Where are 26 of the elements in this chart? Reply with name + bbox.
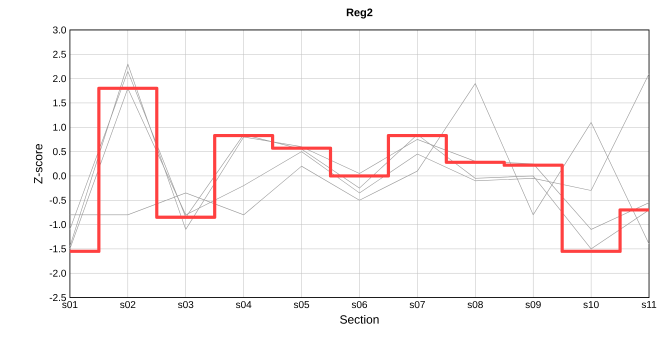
x-tick-label: s08 [468,300,483,308]
x-tick-label: s07 [410,300,425,308]
x-tick-label: s10 [583,300,599,308]
x-tick-label: s01 [62,300,78,308]
x-tick-label: s02 [120,300,136,308]
y-tick-label: 0.0 [52,172,66,180]
x-tick-label: s03 [178,300,194,308]
chart-title: Reg2 [346,8,372,18]
x-axis-title: Section [340,314,379,324]
x-tick-label: s06 [352,300,368,308]
y-tick-label: -2.5 [50,294,66,301]
y-tick-label: 0.5 [52,148,66,155]
y-tick-label: -1.0 [50,220,66,228]
x-tick-label: s09 [525,300,541,308]
y-tick-label: 3.0 [52,26,66,34]
y-tick-label: -2.0 [50,269,66,277]
x-tick-label: s05 [294,300,310,308]
y-tick-label: 1.0 [53,124,66,131]
x-tick-label: s11 [642,300,656,308]
y-axis-title: Z-score [34,144,42,184]
y-tick-label: -0.5 [50,196,66,204]
x-tick-label: s04 [236,300,252,308]
y-tick-label: 2.5 [53,50,66,58]
y-tick-label: 1.5 [53,99,66,106]
y-tick-label: 2.0 [53,74,66,82]
y-tick-label: -1.5 [50,245,66,252]
